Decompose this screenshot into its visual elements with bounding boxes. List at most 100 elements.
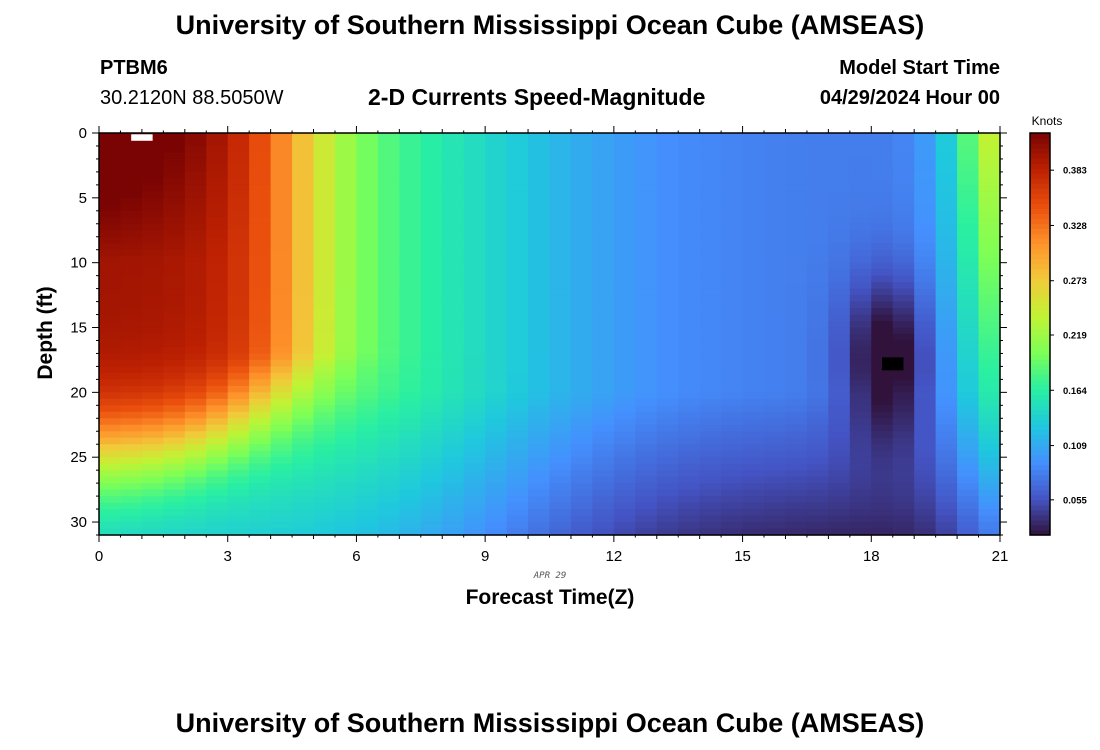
heatmap-cell	[785, 385, 808, 393]
heatmap-cell	[721, 437, 744, 445]
heatmap-cell	[849, 223, 872, 231]
heatmap-cell	[528, 184, 551, 192]
heatmap-cell	[420, 197, 443, 205]
heatmap-cell	[356, 308, 379, 316]
heatmap-cell	[292, 457, 315, 465]
heatmap-cell	[99, 262, 122, 270]
heatmap-cell	[377, 366, 400, 374]
heatmap-cell	[528, 496, 551, 504]
heatmap-cell	[334, 450, 358, 458]
heatmap-cell	[442, 437, 465, 445]
heatmap-cell	[978, 405, 1001, 413]
heatmap-cell	[656, 165, 679, 173]
heatmap-cell	[785, 457, 808, 465]
heatmap-cell	[785, 282, 808, 290]
heatmap-cell	[742, 308, 765, 316]
heatmap-cell	[120, 308, 143, 316]
colorbar-frame	[1029, 132, 1051, 536]
heatmap-cell	[935, 522, 958, 530]
heatmap-cell	[463, 405, 486, 413]
heatmap-cell	[120, 256, 143, 264]
heatmap-cell	[399, 243, 422, 251]
heatmap-cell	[506, 340, 529, 348]
heatmap-cell	[570, 346, 593, 355]
heatmap-cell	[592, 334, 615, 342]
heatmap-cell	[978, 269, 1001, 277]
heatmap-cell	[292, 340, 315, 348]
heatmap-cell	[206, 424, 229, 432]
heatmap-cell	[742, 340, 765, 348]
heatmap-cell	[528, 139, 551, 147]
heatmap-cell	[785, 327, 808, 335]
heatmap-cell	[957, 327, 980, 335]
heatmap-cell	[549, 444, 572, 452]
heatmap-cell	[957, 184, 980, 192]
heatmap-cell	[678, 366, 701, 374]
colorbar-segment	[1030, 203, 1050, 209]
heatmap-cell	[764, 275, 787, 283]
heatmap-cell	[485, 269, 508, 277]
heatmap-cell	[892, 372, 915, 380]
heatmap-cell	[120, 178, 143, 186]
heatmap-cell	[506, 217, 529, 225]
heatmap-cell	[356, 398, 379, 406]
heatmap-cell	[528, 256, 551, 264]
heatmap-cell	[184, 334, 207, 342]
heatmap-cell	[678, 191, 701, 199]
heatmap-cell	[206, 152, 229, 160]
heatmap-cell	[442, 515, 465, 523]
heatmap-cell	[806, 197, 829, 205]
colorbar-segment	[1030, 188, 1050, 194]
heatmap-cell	[656, 249, 679, 257]
heatmap-cell	[914, 334, 937, 342]
heatmap-cell	[613, 249, 636, 257]
heatmap-cell	[377, 496, 400, 504]
colorbar-tick-label: 0.109	[1063, 441, 1087, 452]
heatmap-cell	[442, 476, 465, 484]
heatmap-cell	[549, 314, 572, 322]
heatmap-cell	[120, 522, 143, 530]
heatmap-cell	[485, 366, 508, 374]
heatmap-cell	[828, 424, 851, 432]
heatmap-cell	[592, 178, 615, 186]
colorbar-segment	[1030, 499, 1050, 506]
heatmap-cell	[570, 321, 593, 329]
heatmap-cell	[721, 496, 744, 504]
heatmap-cell	[270, 288, 293, 296]
heatmap-cell	[528, 418, 551, 426]
heatmap-cell	[785, 379, 808, 387]
heatmap-cell	[656, 262, 679, 270]
heatmap-cell	[184, 528, 207, 536]
heatmap-cell	[377, 528, 400, 536]
heatmap-cell	[313, 223, 336, 231]
heatmap-cell	[592, 418, 615, 426]
heatmap-cell	[656, 444, 679, 452]
heatmap-cell	[313, 457, 336, 465]
heatmap-cell	[957, 197, 980, 205]
heatmap-cell	[678, 327, 701, 335]
heatmap-cell	[463, 288, 486, 296]
heatmap-cell	[99, 411, 122, 419]
heatmap-cell	[849, 450, 872, 458]
heatmap-cell	[656, 217, 679, 225]
heatmap-cell	[699, 359, 722, 368]
heatmap-cell	[163, 262, 186, 270]
heatmap-cell	[785, 139, 808, 147]
heatmap-cell	[463, 282, 486, 290]
heatmap-cell	[399, 392, 422, 400]
heatmap-cell	[699, 178, 722, 186]
heatmap-cell	[978, 463, 1001, 471]
heatmap-cell	[806, 178, 829, 186]
heatmap-cell	[506, 496, 529, 504]
heatmap-cell	[871, 372, 894, 380]
axis-ticks	[92, 126, 1007, 542]
heatmap-cell	[184, 256, 207, 264]
heatmap-cell	[506, 295, 529, 303]
heatmap-cell	[120, 334, 143, 342]
heatmap-cell	[828, 528, 851, 536]
heatmap-cell	[635, 197, 658, 205]
heatmap-cell	[635, 269, 658, 277]
heatmap-cell	[892, 321, 915, 329]
heatmap-cell	[120, 165, 143, 173]
heatmap-cell	[120, 158, 143, 167]
